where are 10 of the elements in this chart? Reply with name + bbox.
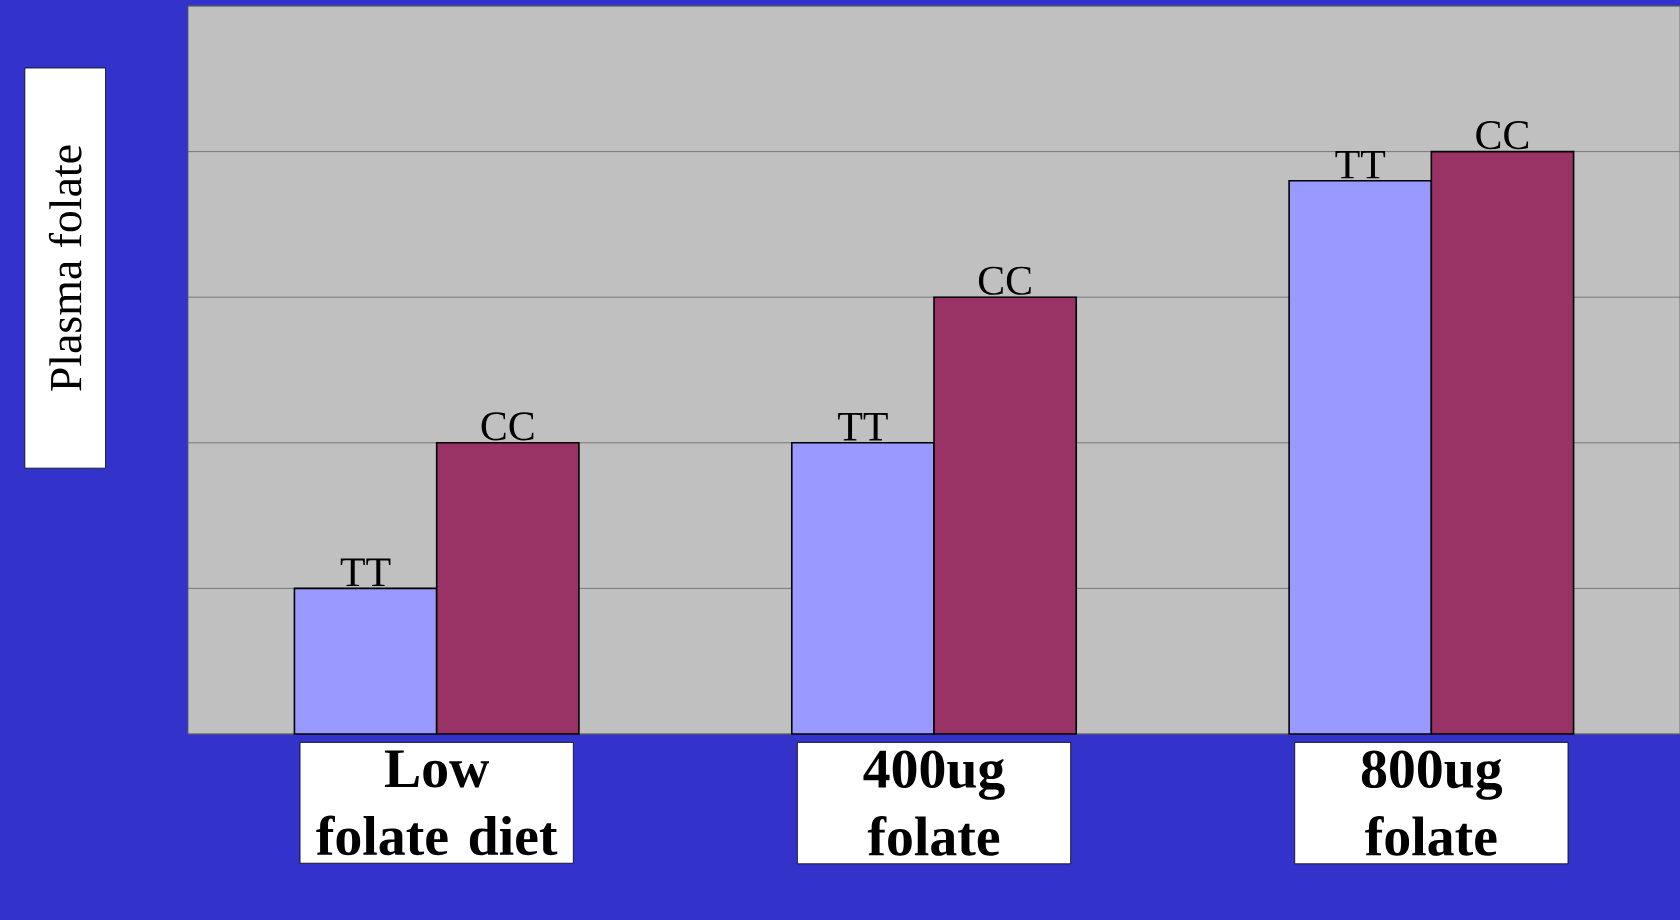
text: CC <box>978 266 1031 295</box>
text: TT <box>340 558 391 586</box>
y-axis-title: Plasma folate <box>48 145 82 391</box>
text: TT <box>838 412 888 441</box>
text: CC <box>481 412 534 441</box>
series-label: CC <box>1476 121 1529 150</box>
x-tick-label: 800ug folate <box>1361 750 1503 856</box>
x-tick-label: Low folate diet <box>316 750 558 856</box>
x-tick-label: 400ug folate <box>863 750 1005 856</box>
series-label: TT <box>1335 150 1386 179</box>
